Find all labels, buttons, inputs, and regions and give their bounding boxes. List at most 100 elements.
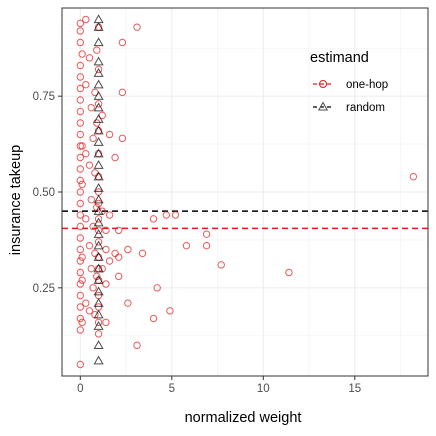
point-random (93, 171, 104, 181)
point-random (93, 56, 104, 66)
point-one-hop (85, 307, 94, 315)
point-one-hop (76, 360, 85, 369)
point-one-hop (85, 54, 94, 62)
point-one-hop (78, 180, 86, 189)
point-one-hop (105, 257, 114, 265)
point-one-hop (94, 238, 103, 246)
point-one-hop (118, 38, 127, 47)
point-one-hop (118, 134, 127, 143)
point-one-hop (76, 245, 85, 254)
point-one-hop (202, 230, 211, 238)
point-random (93, 217, 104, 227)
point-one-hop (76, 27, 85, 35)
point-random (93, 297, 104, 307)
point-one-hop (115, 253, 123, 261)
point-one-hop (111, 153, 119, 162)
point-one-hop (94, 226, 103, 235)
point-one-hop (102, 280, 110, 288)
point-one-hop (76, 222, 85, 231)
point-random (93, 274, 104, 284)
point-random (93, 355, 104, 365)
point-random (93, 251, 104, 261)
y-tick-label: 0.25 (33, 283, 55, 295)
point-one-hop (93, 46, 101, 54)
point-random (93, 228, 104, 238)
point-one-hop (124, 299, 132, 307)
point-one-hop (82, 15, 90, 24)
point-one-hop (115, 272, 123, 281)
point-one-hop (76, 303, 85, 311)
point-one-hop (138, 249, 147, 258)
y-tick-label: 0.75 (33, 91, 55, 103)
point-one-hop (76, 165, 85, 173)
point-one-hop (102, 226, 110, 235)
legend-label-random: random (346, 102, 385, 114)
x-tick-label: 10 (257, 383, 270, 395)
point-one-hop (102, 245, 110, 254)
y-tick-label: 0.50 (33, 187, 55, 199)
point-random (93, 113, 104, 123)
point-one-hop (124, 245, 132, 254)
point-one-hop (115, 226, 123, 235)
point-random (93, 340, 104, 349)
point-random (93, 159, 104, 169)
point-random (93, 263, 104, 273)
point-one-hop (202, 241, 211, 250)
point-random (93, 79, 104, 89)
point-one-hop (76, 107, 85, 116)
grid-lines (62, 8, 428, 376)
point-one-hop (87, 264, 95, 273)
point-one-hop (76, 38, 85, 47)
point-one-hop (76, 211, 85, 219)
legend-key-marker-one-hop (319, 80, 327, 88)
data-points (76, 14, 418, 369)
point-one-hop (82, 215, 90, 223)
point-one-hop (76, 234, 85, 242)
point-one-hop (82, 149, 90, 158)
y-axis-ticks: 0.25 0.50 0.75 (33, 91, 62, 295)
point-one-hop (87, 195, 95, 204)
x-axis-title: normalized weight (185, 410, 302, 426)
point-one-hop (94, 215, 103, 223)
point-one-hop (85, 161, 94, 169)
point-one-hop (85, 241, 94, 250)
point-one-hop (76, 96, 85, 104)
x-tick-label: 5 (169, 383, 175, 395)
legend-title: estimand (310, 50, 369, 66)
point-one-hop (93, 119, 101, 127)
point-random (93, 194, 104, 204)
point-one-hop (76, 73, 85, 81)
point-one-hop (89, 222, 97, 231)
point-random (93, 182, 104, 192)
point-one-hop (111, 249, 119, 258)
point-random (93, 240, 104, 250)
point-one-hop (76, 314, 85, 323)
point-one-hop (94, 100, 103, 108)
point-one-hop (171, 211, 180, 219)
point-one-hop (89, 284, 97, 292)
point-one-hop (76, 291, 85, 300)
point-one-hop (133, 341, 141, 350)
point-one-hop (133, 23, 141, 31)
reference-lines (62, 210, 428, 230)
point-random (93, 125, 104, 135)
point-one-hop (76, 257, 85, 265)
point-one-hop (87, 103, 95, 112)
point-one-hop (105, 211, 114, 219)
point-one-hop (182, 241, 191, 250)
point-one-hop (149, 215, 158, 223)
point-one-hop (78, 50, 86, 58)
point-random (93, 21, 104, 31)
point-one-hop (118, 88, 127, 97)
point-one-hop (102, 318, 110, 327)
point-random (93, 37, 104, 47)
point-random (93, 309, 104, 319)
point-one-hop (76, 130, 85, 139)
point-one-hop (82, 80, 90, 89)
point-one-hop (82, 299, 90, 307)
point-one-hop (409, 172, 418, 181)
legend: estimand one-hop random (310, 50, 388, 114)
point-random (93, 286, 104, 296)
point-one-hop (78, 253, 86, 261)
point-random (93, 90, 104, 100)
